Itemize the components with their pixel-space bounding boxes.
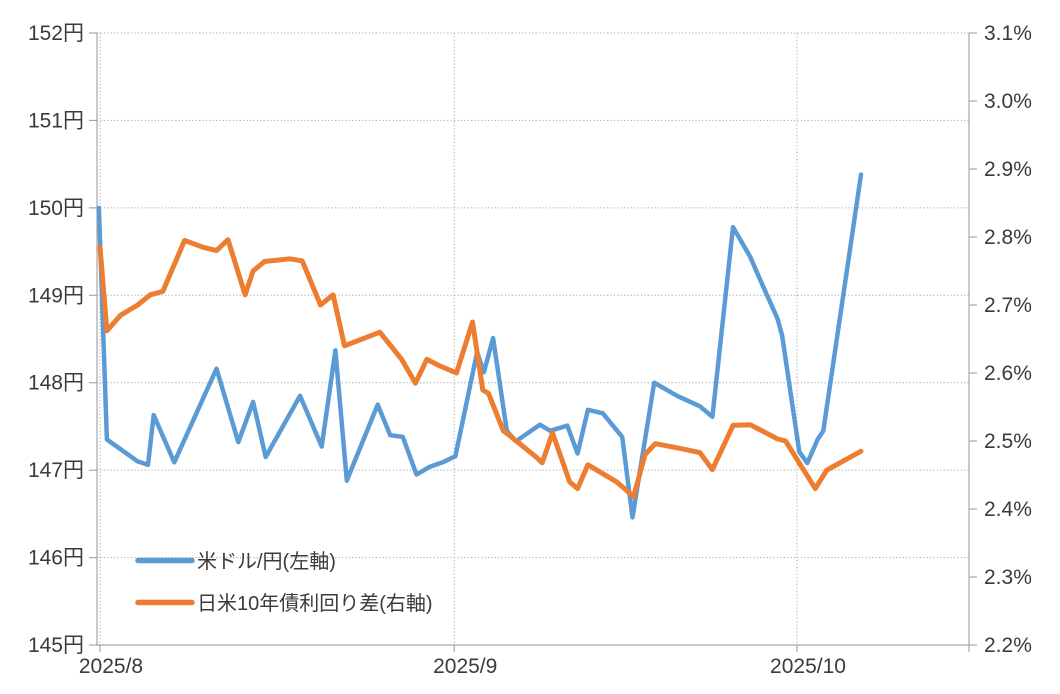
left-axis-tick-label: 150円 (28, 197, 84, 220)
right-axis-tick-label: 3.1% (984, 22, 1032, 45)
right-axis-tick-label: 2.4% (984, 498, 1032, 521)
usdjpy-line (96, 172, 864, 520)
x-axis-labels: 2025/8 2025/9 2025/10 (79, 655, 846, 678)
yield-spread-line (97, 237, 864, 500)
series-lines (96, 172, 864, 520)
x-axis-tick-label: 2025/10 (770, 655, 846, 678)
left-axis-tick-label: 146円 (28, 547, 84, 570)
left-axis-tick-label: 148円 (28, 372, 84, 395)
right-axis-tick-label: 3.0% (984, 90, 1032, 113)
left-axis-tick-label: 149円 (28, 284, 84, 307)
x-axis-tick-label: 2025/9 (433, 655, 497, 678)
right-axis-tick-label: 2.3% (984, 566, 1032, 589)
legend: 米ドル/円(左軸) 日米10年債利回り差(右軸) (135, 550, 433, 615)
left-axis-tick-label: 151円 (28, 109, 84, 132)
axes (89, 32, 977, 652)
left-axis-labels: 152円 151円 150円 149円 148円 147円 146円 145円 (28, 22, 84, 657)
left-axis-tick-label: 152円 (28, 22, 84, 45)
right-axis-tick-label: 2.7% (984, 294, 1032, 317)
right-axis-tick-label: 2.5% (984, 430, 1032, 453)
left-axis-tick-label: 145円 (28, 634, 84, 657)
right-axis-tick-label: 2.8% (984, 226, 1032, 249)
left-axis-tick-label: 147円 (28, 459, 84, 482)
right-axis-tick-label: 2.6% (984, 362, 1032, 385)
right-axis-tick-label: 2.2% (984, 634, 1032, 657)
right-axis-tick-label: 2.9% (984, 158, 1032, 181)
gridlines (97, 32, 969, 645)
right-axis-labels: 3.1% 3.0% 2.9% 2.8% 2.7% 2.6% 2.5% 2.4% 2.3% 2.2% (984, 22, 1032, 657)
legend-label-spread: 日米10年債利回り差(右軸) (197, 592, 433, 615)
x-axis-tick-label: 2025/8 (79, 655, 143, 678)
legend-label-usdjpy: 米ドル/円(左軸) (197, 550, 336, 573)
